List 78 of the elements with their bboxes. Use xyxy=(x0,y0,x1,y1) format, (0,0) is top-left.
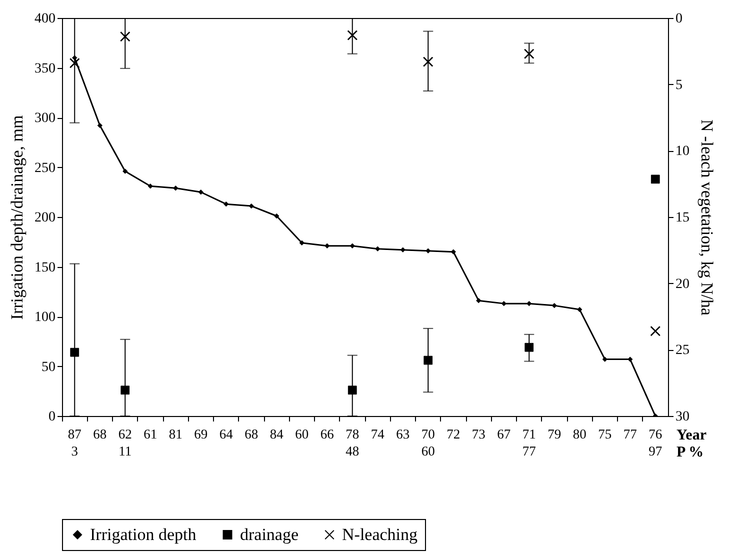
x-tick-label: 64 xyxy=(219,426,234,442)
point xyxy=(552,302,557,308)
point xyxy=(324,243,330,248)
y-tick-label: 350 xyxy=(34,61,56,76)
point xyxy=(248,203,254,209)
y2-tick-label: 25 xyxy=(676,343,690,358)
point xyxy=(70,58,80,68)
point xyxy=(97,122,102,128)
x-tick-label: 76 97 xyxy=(648,426,662,458)
y2-tick-label: 20 xyxy=(676,276,690,292)
y-tick-label: 50 xyxy=(42,360,56,375)
legend-label: Irrigation depth xyxy=(90,524,197,544)
x-tick-label: 68 xyxy=(244,426,258,442)
point xyxy=(524,342,534,352)
x-tick-label: 62 11 xyxy=(118,426,132,458)
point xyxy=(120,386,130,395)
x-tick-label: 77 xyxy=(623,426,638,442)
x-tick-label: 71 77 xyxy=(522,426,536,458)
point xyxy=(424,356,433,365)
x-tick-label: 87 3 xyxy=(68,426,82,458)
y-tick-label: 200 xyxy=(34,210,56,226)
x-tick-label: 70 60 xyxy=(421,426,436,458)
x-tick-label: 79 xyxy=(548,426,562,442)
y2-tick-label: 0 xyxy=(676,12,682,26)
point xyxy=(148,184,153,189)
point xyxy=(400,247,406,252)
point xyxy=(577,306,582,312)
point xyxy=(347,30,358,40)
point xyxy=(348,386,357,395)
point xyxy=(526,300,532,306)
y-axis-title: Irrigation depth/drainage, mm xyxy=(8,115,26,320)
point xyxy=(198,190,204,195)
y2-tick-label: 15 xyxy=(676,210,690,226)
x-tick-label: 69 xyxy=(194,426,208,442)
y-tick-label: 150 xyxy=(34,260,56,276)
point xyxy=(274,213,280,219)
point xyxy=(450,249,456,254)
y-tick-label: 250 xyxy=(34,160,56,176)
point xyxy=(524,48,534,59)
point xyxy=(224,201,229,207)
x-tick-label: 72 xyxy=(446,426,460,442)
y2-tick-label: 30 xyxy=(676,410,690,424)
y-tick-label: 400 xyxy=(34,12,56,26)
legend-label: N-leaching xyxy=(342,524,418,544)
y2-axis-title: N -leach vegetation, kg N/ha xyxy=(698,120,716,316)
point xyxy=(476,298,482,304)
y-tick-label: 0 xyxy=(48,410,56,424)
x-tick-label: 80 xyxy=(572,426,587,442)
point xyxy=(423,56,434,67)
y2-tick-label: 5 xyxy=(676,78,682,93)
point xyxy=(501,300,506,306)
point xyxy=(70,348,80,357)
x-axis-title: Year P % xyxy=(676,428,707,460)
x-tick-label: 66 xyxy=(320,426,334,442)
x-tick-label: 74 xyxy=(370,426,385,442)
point xyxy=(650,174,660,184)
x-tick-label: 61 xyxy=(144,426,158,442)
point xyxy=(426,248,431,254)
x-tick-label: 63 xyxy=(396,426,410,442)
point xyxy=(122,168,128,174)
y2-tick-label: 10 xyxy=(676,144,690,160)
x-tick-label: 67 xyxy=(497,426,511,442)
y-tick-label: 100 xyxy=(34,310,56,325)
x-tick-label: 68 xyxy=(93,426,107,442)
x-tick-label: 84 xyxy=(270,426,284,442)
x-tick-label: 73 xyxy=(472,426,486,442)
point xyxy=(120,32,130,42)
point xyxy=(650,326,660,336)
y-tick-label: 300 xyxy=(34,111,56,126)
point xyxy=(173,186,178,191)
legend-label: drainage xyxy=(240,524,299,544)
point xyxy=(299,240,304,246)
x-tick-label: 60 xyxy=(295,426,309,442)
point xyxy=(350,243,355,248)
x-tick-label: 75 xyxy=(598,426,612,442)
point xyxy=(375,246,380,252)
x-tick-label: 81 xyxy=(168,426,182,442)
x-tick-label: 78 48 xyxy=(346,426,360,458)
